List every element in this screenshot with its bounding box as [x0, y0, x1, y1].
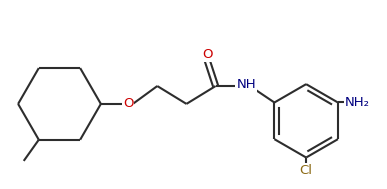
Text: O: O: [123, 97, 134, 110]
Text: NH: NH: [236, 78, 256, 91]
Text: NH₂: NH₂: [345, 96, 370, 109]
Text: O: O: [202, 48, 212, 61]
Text: Cl: Cl: [300, 164, 313, 177]
